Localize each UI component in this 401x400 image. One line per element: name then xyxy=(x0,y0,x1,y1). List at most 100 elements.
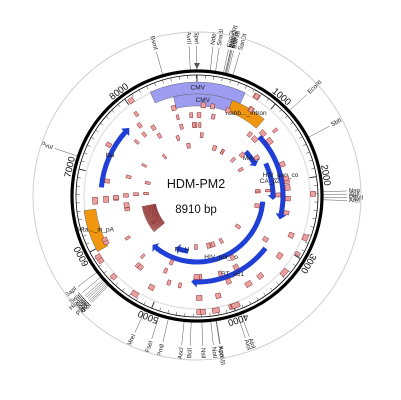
orf-stub xyxy=(124,207,131,212)
restriction-site-label: SpeI xyxy=(193,31,200,44)
ruler-tick xyxy=(237,82,240,86)
site-leader-line xyxy=(86,280,105,298)
feature-label: Rabb..._Intron xyxy=(225,110,267,117)
ruler-tick xyxy=(221,77,223,82)
site-leader-line xyxy=(224,49,231,74)
ruler-tick xyxy=(284,115,288,119)
site-leader-line xyxy=(215,320,220,345)
orf-stub xyxy=(141,162,148,168)
orf-stub xyxy=(246,130,254,138)
ruler-tick xyxy=(310,226,314,228)
orf-stub xyxy=(177,282,182,289)
feature-cds: bla xyxy=(98,127,130,188)
restriction-site-label: BsmBI xyxy=(231,30,242,50)
orf-stub xyxy=(147,283,156,292)
orf-stub xyxy=(142,206,157,212)
restriction-site-label: AloI xyxy=(243,339,253,352)
orf-stub xyxy=(141,204,157,209)
feature-arrow-head xyxy=(176,243,182,255)
site-leader-line xyxy=(223,49,229,73)
restriction-site-label: AloI xyxy=(247,337,257,350)
orf-stub xyxy=(284,184,291,191)
restriction-site-label: AscI xyxy=(177,347,185,360)
orf-stub xyxy=(151,220,164,230)
orf-stub xyxy=(310,191,316,197)
site-leader-line xyxy=(90,284,108,302)
ruler-tick xyxy=(304,241,309,244)
tick-label: 7000 xyxy=(63,156,78,179)
orf-stub xyxy=(144,210,159,217)
ruler-tick xyxy=(229,79,231,84)
orf-stub xyxy=(253,154,261,161)
orf-stub xyxy=(136,121,143,129)
orf-stub xyxy=(146,214,160,222)
ruler-tick xyxy=(103,270,107,274)
restriction-site-label: SanDI xyxy=(237,33,249,52)
feature-arrow-body xyxy=(257,135,286,217)
site-leader-line xyxy=(87,282,106,300)
orf-stub xyxy=(109,272,118,281)
orf-stub xyxy=(283,210,290,216)
ruler-tick xyxy=(245,85,247,89)
restriction-site-label: MreI xyxy=(126,333,138,347)
backbone-ring xyxy=(70,69,324,323)
orf-stub xyxy=(149,218,163,228)
orf-stub xyxy=(142,206,157,211)
site-leader-line xyxy=(201,321,204,346)
tick-label: 2000 xyxy=(318,164,332,187)
ruler-tick xyxy=(303,143,307,146)
ruler-tick xyxy=(98,264,102,267)
site-leader-line xyxy=(322,199,347,201)
feature-label: CA_p24 xyxy=(260,178,284,185)
ruler-tick xyxy=(81,160,85,163)
origin-marker xyxy=(194,63,200,69)
orf-stub xyxy=(123,202,130,209)
ruler-tick xyxy=(131,94,134,98)
ruler-tick xyxy=(138,89,141,94)
orf-stub xyxy=(133,110,140,118)
orf-stub xyxy=(139,253,146,260)
ruler-tick xyxy=(307,234,312,236)
orf-stub xyxy=(250,135,259,144)
orf-stub xyxy=(234,223,242,230)
ruler-tick xyxy=(294,129,299,132)
ruler-tick xyxy=(122,288,125,292)
feature-label: bla xyxy=(106,152,115,159)
feature-label: RT_p51 xyxy=(221,271,244,278)
feature-arrow-body xyxy=(194,246,268,285)
orf-stub xyxy=(253,92,260,100)
feature-label: R...H xyxy=(175,247,190,254)
orf-stub xyxy=(301,233,310,242)
ruler-tick xyxy=(266,98,269,102)
orf-stub xyxy=(146,213,160,221)
feature-arrow-body xyxy=(98,129,129,188)
orf-stub xyxy=(161,153,168,160)
site-leader-line xyxy=(210,321,214,346)
ruler-tick xyxy=(146,85,149,90)
feature-misc: Rabb..._Intron xyxy=(225,100,267,129)
orf-stub xyxy=(238,151,246,159)
ruler-tick xyxy=(162,79,164,84)
ruler-tick xyxy=(151,301,155,309)
restriction-site-label: NdeI xyxy=(210,31,218,45)
orf-stub xyxy=(143,191,149,196)
plasmid-size: 8910 bp xyxy=(175,204,217,216)
orf-stub xyxy=(244,279,253,289)
site-leader-line xyxy=(82,276,101,293)
orf-stub xyxy=(198,274,203,280)
feature-label: HIV_pol_co xyxy=(204,254,238,261)
orf-stub xyxy=(229,156,237,163)
feature-cds: HIV_gag_co xyxy=(257,135,299,220)
site-leader-line xyxy=(84,279,104,297)
orf-stub xyxy=(275,192,281,198)
ruler-tick xyxy=(225,309,228,314)
orf-stub xyxy=(143,209,158,215)
restriction-site-label: BclI xyxy=(186,347,193,358)
feature-cds: R...H xyxy=(175,243,190,255)
site-leader-line xyxy=(134,310,146,333)
orf-stub xyxy=(147,216,161,224)
orf-stub xyxy=(210,241,216,248)
site-leader-line xyxy=(232,52,241,76)
orf-stub xyxy=(237,166,244,173)
ruler-tick xyxy=(80,227,84,229)
